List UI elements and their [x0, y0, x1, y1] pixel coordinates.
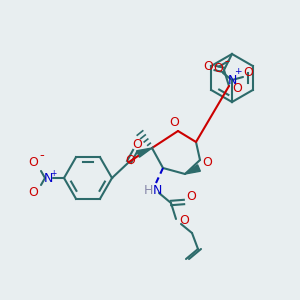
Text: O: O	[213, 61, 223, 74]
Text: O: O	[28, 157, 38, 169]
Text: O: O	[179, 214, 189, 227]
Text: N: N	[43, 172, 53, 184]
Polygon shape	[185, 165, 200, 174]
Text: O: O	[132, 137, 142, 151]
Text: O: O	[243, 67, 253, 80]
Text: O: O	[169, 116, 179, 130]
Text: N: N	[227, 74, 237, 86]
Polygon shape	[136, 148, 152, 157]
Text: -: -	[40, 149, 44, 163]
Text: O: O	[28, 187, 38, 200]
Text: +: +	[50, 169, 56, 178]
Text: +: +	[234, 68, 242, 76]
Text: O: O	[186, 190, 196, 203]
Text: O: O	[202, 155, 212, 169]
Text: O: O	[232, 82, 242, 94]
Text: H: H	[143, 184, 153, 197]
Text: N: N	[152, 184, 162, 197]
Text: O: O	[125, 154, 135, 166]
Text: O: O	[203, 59, 213, 73]
Text: -: -	[225, 56, 230, 68]
